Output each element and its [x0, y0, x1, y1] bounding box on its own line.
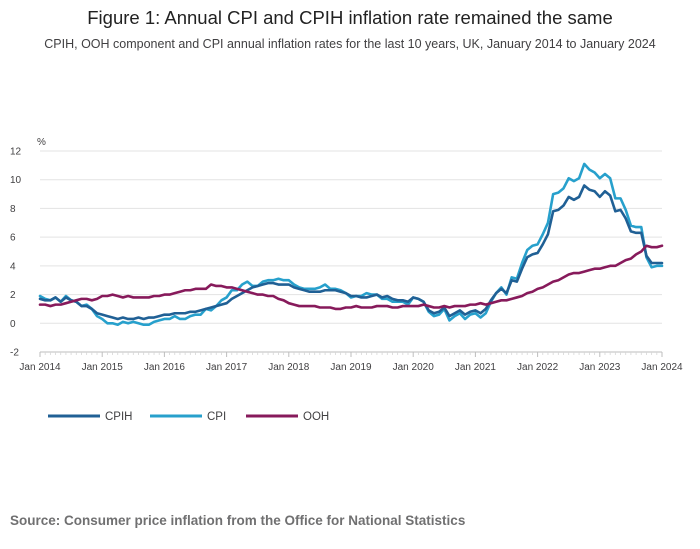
x-tick-label: Jan 2016 [144, 362, 186, 373]
legend-label-cpi: CPI [207, 411, 226, 423]
y-tick-label: 12 [10, 147, 22, 158]
x-tick-label: Jan 2019 [330, 362, 372, 373]
chart-subtitle: CPIH, OOH component and CPI annual infla… [44, 37, 656, 51]
y-tick-label: 4 [10, 261, 16, 272]
y-tick-label: 8 [10, 204, 16, 215]
series-line-cpi [38, 162, 664, 327]
legend-label-cpih: CPIH [105, 411, 132, 423]
series-line-cpih [38, 184, 664, 321]
y-tick-label: 10 [10, 175, 22, 186]
x-tick-label: Jan 2018 [268, 362, 310, 373]
y-axis: -2 0 2 4 6 8 10 12% [10, 137, 46, 359]
x-tick-label: Jan 2021 [455, 362, 497, 373]
x-axis: Jan 2014 Jan 2015 Jan 2016 Jan 2017 Jan 2018… [19, 351, 683, 373]
x-tick-label: Jan 2014 [19, 362, 61, 373]
y-tick-label: 6 [10, 233, 16, 244]
y-tick-label: 2 [10, 290, 16, 301]
x-tick-label: Jan 2022 [517, 362, 559, 373]
x-tick-label: Jan 2023 [579, 362, 621, 373]
x-tick-label: Jan 2017 [206, 362, 248, 373]
series-line-ooh [38, 244, 664, 311]
x-tick-label: Jan 2015 [82, 362, 124, 373]
y-axis-unit: % [37, 137, 46, 148]
y-tick-label: -2 [10, 348, 19, 359]
chart-title: Figure 1: Annual CPI and CPIH inflation … [87, 7, 613, 28]
series-lines [38, 162, 664, 327]
x-tick-label: Jan 2024 [641, 362, 683, 373]
legend-label-ooh: OOH [303, 411, 329, 423]
legend: CPIH CPI OOH [48, 411, 329, 423]
y-tick-label: 0 [10, 319, 16, 330]
source-note: Source: Consumer price inflation from th… [10, 513, 466, 528]
x-tick-label: Jan 2020 [393, 362, 435, 373]
